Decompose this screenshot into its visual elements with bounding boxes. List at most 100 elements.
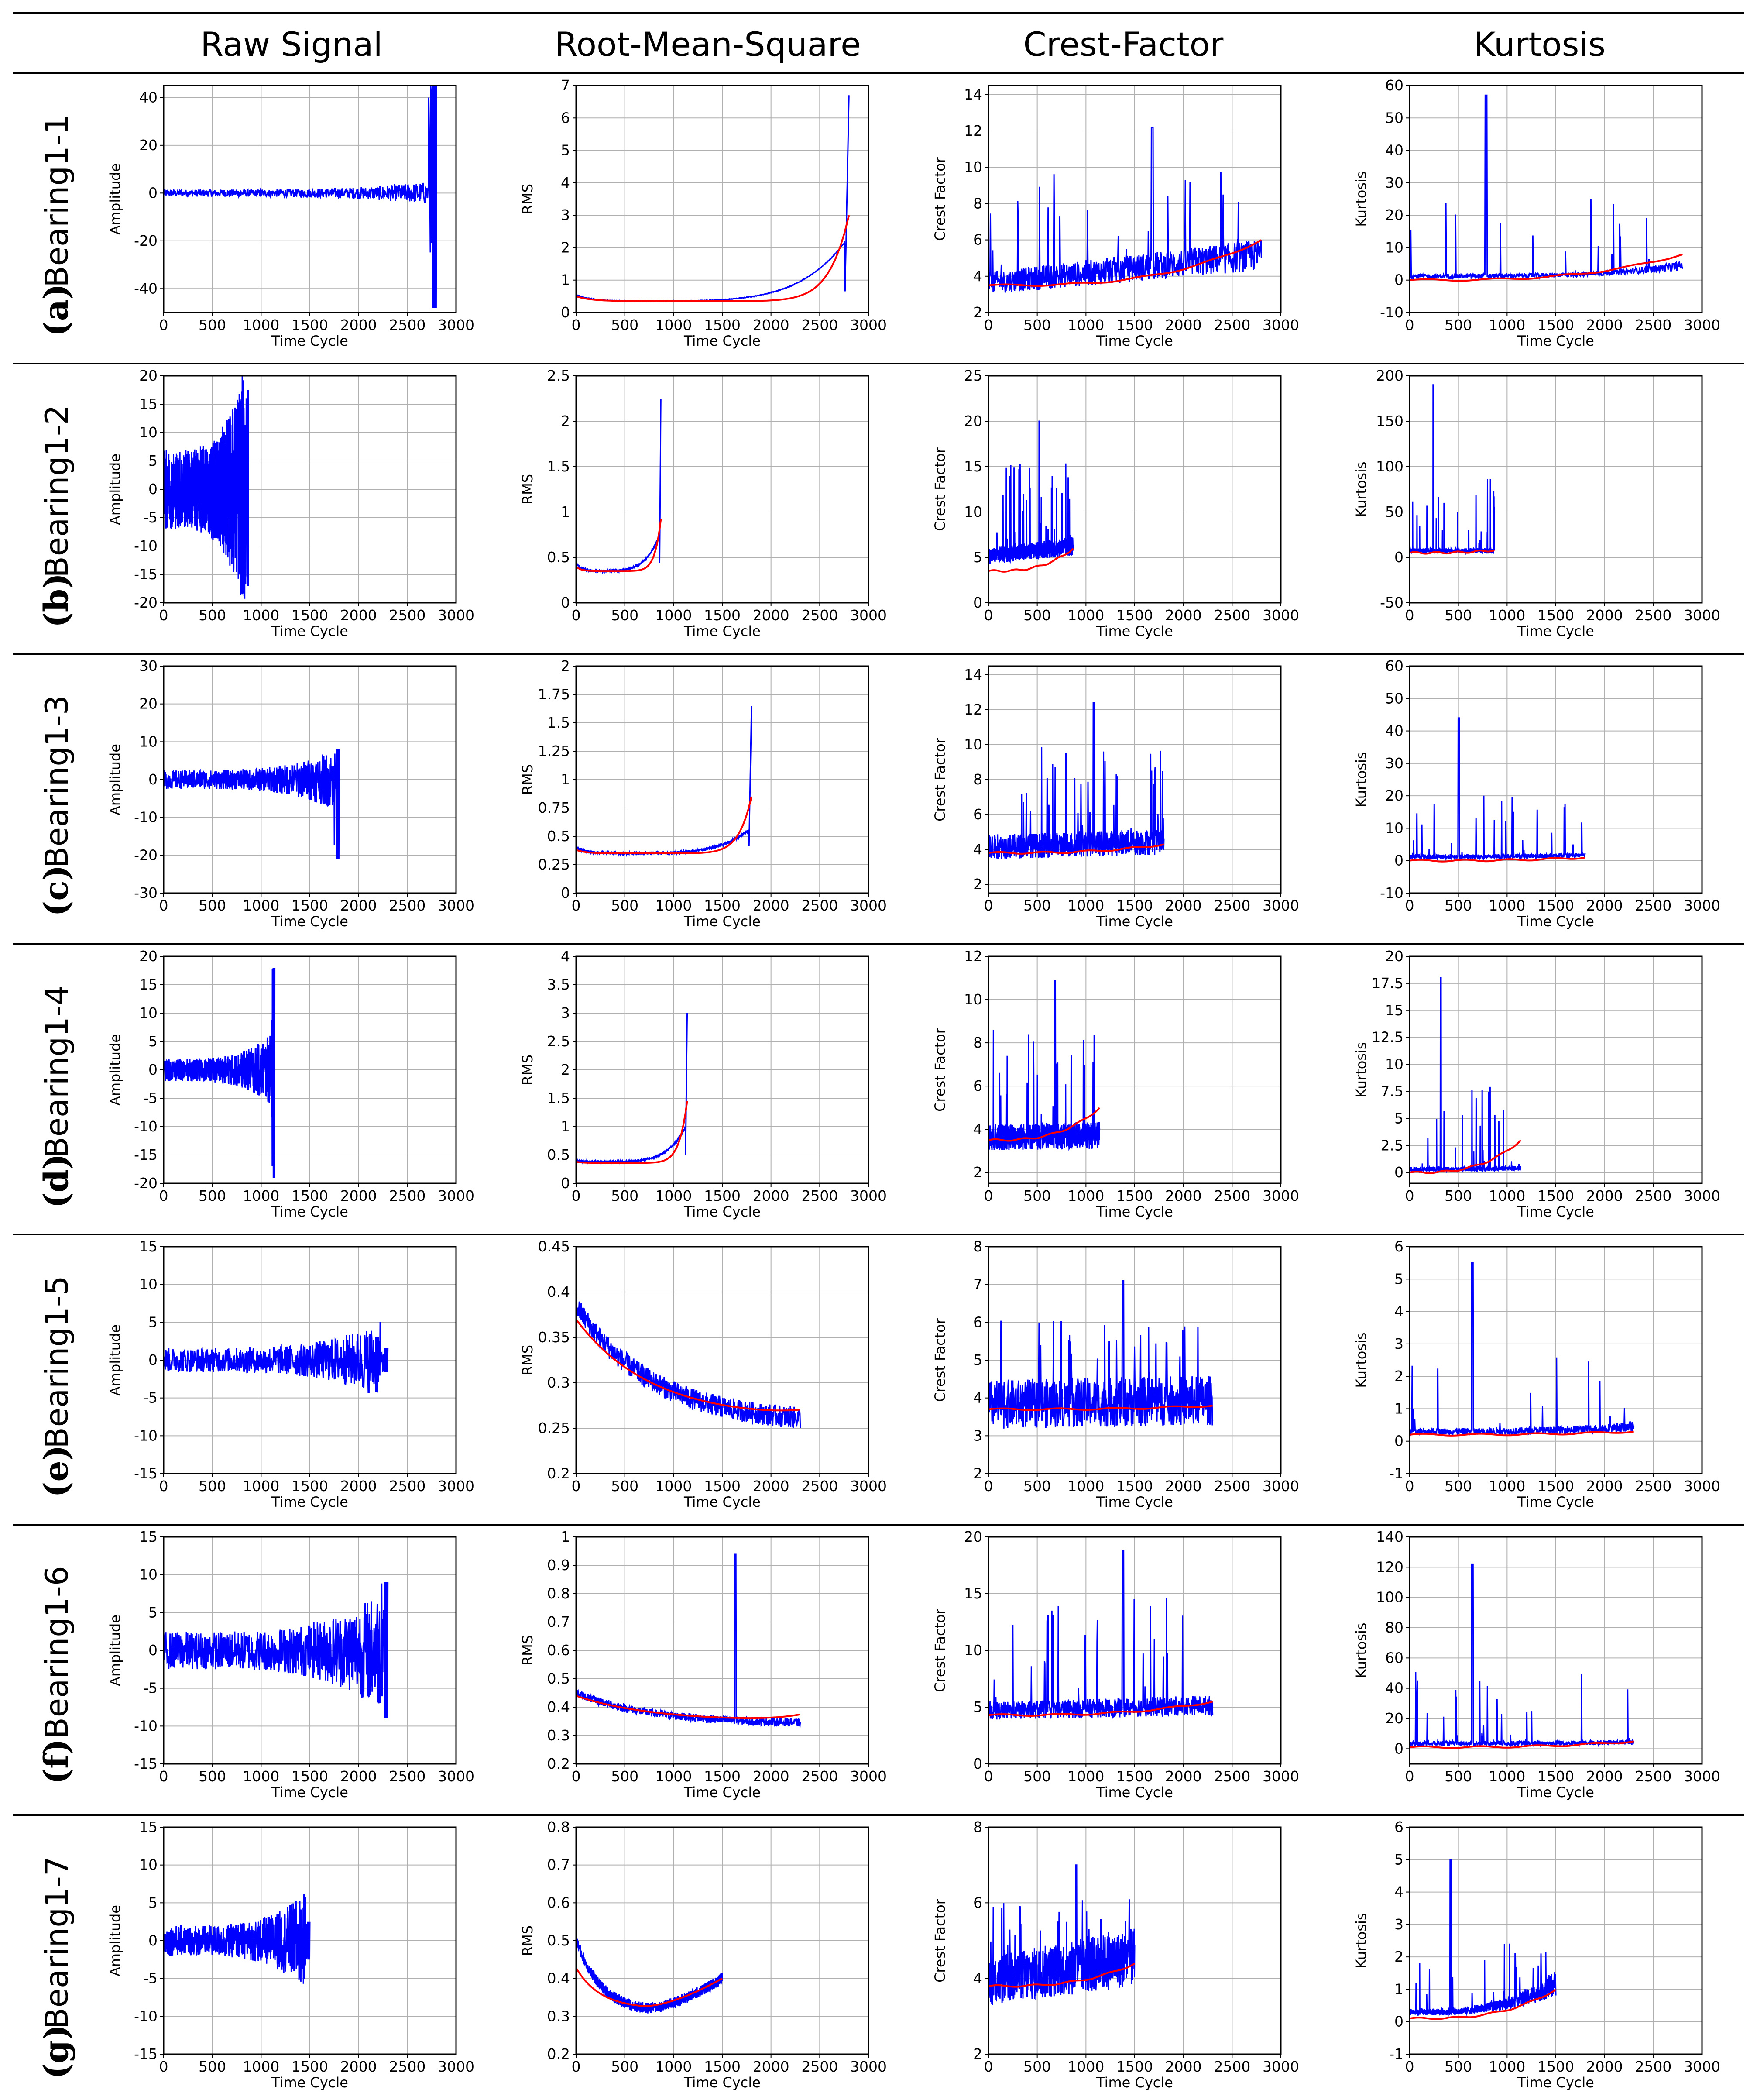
y-tick-label: 0 xyxy=(148,184,158,201)
row-letter: (c) xyxy=(37,865,75,916)
x-tick-label: 0 xyxy=(572,2058,581,2075)
y-tick-label: 1 xyxy=(561,1118,570,1135)
x-tick-label: 1000 xyxy=(655,897,692,914)
x-tick-label: 2500 xyxy=(389,1478,426,1495)
x-tick-label: 1500 xyxy=(1537,1187,1574,1204)
x-tick-label: 2000 xyxy=(1165,316,1202,333)
row-letter: (b) xyxy=(37,573,75,628)
y-tick-label: 10 xyxy=(139,733,158,750)
column-header-crest-factor: Crest-Factor xyxy=(1023,25,1224,64)
y-tick-label: 1 xyxy=(561,503,570,520)
series-trend xyxy=(988,239,1262,287)
y-tick-label: 12 xyxy=(964,948,982,965)
x-axis-label: Time Cycle xyxy=(683,1494,761,1510)
y-tick-label: -10 xyxy=(1380,884,1404,901)
x-tick-label: 3000 xyxy=(1263,1187,1299,1204)
y-axis-label: Amplitude xyxy=(107,1905,124,1976)
y-tick-label: 5 xyxy=(973,1698,982,1715)
column-header-raw-signal: Raw Signal xyxy=(200,25,382,64)
y-tick-label: 0 xyxy=(1394,1433,1404,1450)
column-headers: Raw Signal Root-Mean-Square Crest-Factor… xyxy=(200,25,1606,64)
panel-c-cf: 0 500 1000 1500 2000 2500 3000 2 4 6 8 10 12 14 Time C… xyxy=(932,665,1299,930)
y-axis-label: Crest Factor xyxy=(932,1898,948,1983)
y-tick-label: 40 xyxy=(1385,1680,1404,1697)
row-name: Bearing1-1 xyxy=(38,114,75,287)
x-tick-label: 0 xyxy=(984,1187,993,1204)
x-tick-label: 0 xyxy=(984,316,993,333)
x-tick-label: 500 xyxy=(1445,316,1472,333)
x-tick-label: 2000 xyxy=(753,1187,789,1204)
x-tick-label: 0 xyxy=(1405,897,1414,914)
x-axis-label: Time Cycle xyxy=(683,2074,761,2091)
x-tick-label: 2500 xyxy=(801,897,838,914)
x-tick-label: 1000 xyxy=(655,1768,692,1785)
y-tick-label: 15 xyxy=(139,976,158,993)
y-tick-label: 5 xyxy=(148,1313,158,1330)
x-tick-label: 2000 xyxy=(1165,1478,1202,1495)
x-tick-label: 3000 xyxy=(438,1478,474,1495)
series-signal xyxy=(163,1582,389,1719)
x-tick-label: 1000 xyxy=(243,1187,279,1204)
x-tick-label: 0 xyxy=(572,1478,581,1495)
y-tick-label: 10 xyxy=(1385,1056,1404,1073)
y-tick-label: 3 xyxy=(1394,1335,1404,1352)
series-signal xyxy=(575,1865,723,2014)
y-axis-label: RMS xyxy=(519,1345,536,1375)
y-tick-label: 0 xyxy=(1394,2013,1404,2030)
x-tick-label: 2000 xyxy=(753,2058,789,2075)
x-tick-label: 500 xyxy=(611,316,638,333)
row-label-bearing1-7: (g)Bearing1-7 xyxy=(37,1856,75,2079)
x-tick-label: 2500 xyxy=(389,316,426,333)
series-signal xyxy=(575,398,662,574)
x-tick-label: 2000 xyxy=(1586,897,1623,914)
x-tick-label: 1000 xyxy=(1489,1187,1525,1204)
x-axis-label: Time Cycle xyxy=(1517,1494,1594,1510)
x-tick-label: 3000 xyxy=(438,607,474,624)
x-tick-label: 2500 xyxy=(801,1187,838,1204)
y-tick-label: 0 xyxy=(148,771,158,788)
x-axis-label: Time Cycle xyxy=(1517,1203,1594,1220)
y-tick-label: 6 xyxy=(1394,1818,1404,1835)
x-tick-label: 2500 xyxy=(801,607,838,624)
series-trend xyxy=(576,1101,688,1164)
x-tick-label: 0 xyxy=(159,1478,168,1495)
x-tick-label: 2500 xyxy=(389,2058,426,2075)
y-axis-label: Kurtosis xyxy=(1353,752,1369,807)
y-tick-label: 5 xyxy=(148,1033,158,1050)
x-tick-label: 1500 xyxy=(1537,1478,1574,1495)
y-tick-label: 15 xyxy=(139,1528,158,1545)
row-letter: (a) xyxy=(37,284,75,337)
y-tick-label: -10 xyxy=(134,2007,158,2024)
y-tick-label: 10 xyxy=(964,736,982,753)
series-signal xyxy=(575,705,752,857)
y-tick-label: 12.5 xyxy=(1372,1029,1404,1046)
x-axis-label: Time Cycle xyxy=(1096,1203,1173,1220)
x-tick-label: 500 xyxy=(611,607,638,624)
x-tick-label: 3000 xyxy=(1684,316,1720,333)
y-tick-label: 2 xyxy=(973,2045,982,2062)
y-tick-label: 20 xyxy=(1385,206,1404,223)
x-tick-label: 3000 xyxy=(1263,1478,1299,1495)
series-signal xyxy=(575,1013,688,1165)
panel-g-rms: 0 500 1000 1500 2000 2500 3000 0.2 0.3 0.4 0.5 0.6 0… xyxy=(519,1818,887,2091)
x-tick-label: 3000 xyxy=(850,2058,887,2075)
panel-d-kurt: 0 500 1000 1500 2000 2500 3000 0 2.5 5 7.5 10 12.5 15… xyxy=(1353,948,1720,1220)
y-axis-label: Crest Factor xyxy=(932,157,948,241)
y-tick-label: 30 xyxy=(1385,174,1404,191)
panel-f-cf: 0 500 1000 1500 2000 2500 3000 0 5 10 15 20 Time Cyc… xyxy=(932,1528,1299,1801)
y-tick-label: 40 xyxy=(1385,722,1404,739)
panel-a-kurt: 0 500 1000 1500 2000 2500 3000-100102030405060… xyxy=(1353,77,1720,349)
x-tick-label: 1000 xyxy=(1489,897,1525,914)
y-tick-label: -20 xyxy=(134,1175,158,1192)
y-tick-label: 15 xyxy=(139,395,158,412)
x-tick-label: 2000 xyxy=(1165,1768,1202,1785)
panel-g-cf: 0 500 1000 1500 2000 2500 3000 2 4 6 8 Time Cycle Cr… xyxy=(932,1818,1299,2091)
x-tick-label: 500 xyxy=(1023,316,1051,333)
panel-d-rms: 0 500 1000 1500 2000 2500 3000 0 0.5 1 1.5 2 2.5 3 3.5… xyxy=(519,948,887,1220)
x-tick-label: 2500 xyxy=(1635,2058,1671,2075)
x-axis-label: Time Cycle xyxy=(271,1494,348,1510)
y-tick-label: 50 xyxy=(1385,109,1404,126)
panel-f-kurt: 0 500 1000 1500 2000 2500 3000 0 20 40 60 80 100 120 1… xyxy=(1353,1528,1720,1801)
